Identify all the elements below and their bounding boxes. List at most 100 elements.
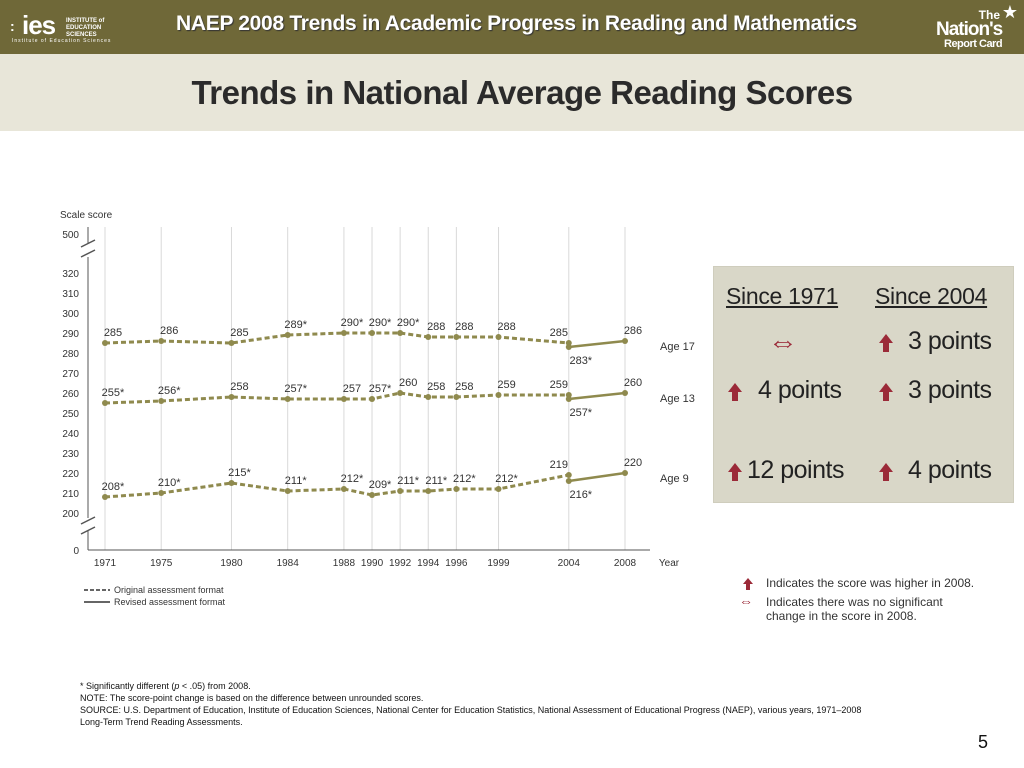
x-tick-label: 1990 — [361, 558, 384, 569]
significance-p: p — [174, 681, 180, 691]
age-13-data-label: 257 — [343, 383, 361, 395]
age-9-point — [622, 470, 628, 476]
age-9-data-label: 209* — [369, 479, 392, 491]
age-9-data-label: 211* — [285, 475, 308, 487]
age9-since-2004-value: 4 points — [908, 456, 992, 484]
x-tick-label: 1996 — [445, 558, 468, 569]
ies-logo-word: ies — [22, 10, 56, 40]
star-icon: ★ — [1001, 2, 1018, 22]
age-13-series-label: Age 13 — [660, 393, 695, 405]
age-13-data-label: 259 — [497, 379, 515, 391]
left-right-arrow-icon: ⇔ — [768, 326, 798, 359]
page-number: 5 — [978, 732, 989, 752]
x-tick-label: 2004 — [558, 558, 581, 569]
age-9-point — [284, 488, 291, 494]
ies-logo-line2: EDUCATION SCIENCES — [66, 25, 102, 38]
ies-logo-subtitle: INSTITUTE of EDUCATION SCIENCES — [66, 18, 118, 39]
age9-since-1971-value: 12 points — [747, 456, 844, 484]
key-left-right-arrow-icon: ⇔ — [739, 593, 753, 609]
age-17-point — [158, 338, 165, 344]
age-9-data-label: 211* — [397, 475, 420, 487]
legend-revised-label: Revised assessment format — [114, 597, 226, 607]
age-17-series-label: Age 17 — [660, 341, 695, 353]
key-higher-text: Indicates the score was higher in 2008. — [766, 576, 975, 590]
axis-break-mark — [80, 249, 96, 258]
y-tick-label: 250 — [62, 409, 79, 420]
nations-report-card-logo: ★ The Nation's Report Card — [930, 2, 1022, 52]
y-tick-label: 230 — [62, 449, 79, 460]
age-13-revised-line — [568, 391, 626, 401]
age-17-data-label: 288 — [497, 321, 515, 333]
age-17-point — [228, 340, 235, 346]
since-2004-header: Since 2004 — [875, 283, 988, 309]
age-13-data-label: 255* — [102, 387, 125, 399]
age-17-data-label: 288 — [455, 321, 473, 333]
age-13-point — [340, 396, 347, 402]
y-tick-label: 500 — [62, 230, 79, 241]
axis-break-mark — [80, 239, 96, 248]
key-no-change-line2: change in the score in 2008. — [766, 609, 917, 623]
age-13-point — [369, 396, 376, 402]
score-change-summary-box: Since 1971 Since 2004 ⇔ 3 points 4 point… — [713, 266, 1014, 503]
y-tick-label: 320 — [62, 269, 79, 280]
age-9-data-label: 212* — [341, 473, 364, 485]
ies-logo-line3: Institute of Education Sciences — [12, 38, 112, 44]
age-9-point — [228, 480, 235, 486]
age-13-point — [453, 394, 460, 400]
age-17-point — [622, 338, 628, 344]
age-9-data-label: 211* — [425, 475, 448, 487]
age17-since-2004-value: 3 points — [908, 327, 992, 355]
age-9-series-label: Age 9 — [660, 473, 689, 485]
x-axis-title: Year — [659, 558, 680, 569]
y-tick-label: 270 — [62, 369, 79, 380]
nrc-logo-line1: The — [978, 8, 1000, 22]
x-tick-label: 1980 — [220, 558, 243, 569]
age-17-data-label: 290* — [341, 317, 364, 329]
ies-dots-icon: : — [10, 18, 14, 34]
age-17-data-label: 285 — [104, 327, 122, 339]
y-tick-label: 240 — [62, 429, 79, 440]
x-tick-label: 1992 — [389, 558, 412, 569]
since-1971-header: Since 1971 — [726, 283, 839, 309]
age-17-revised-line — [568, 339, 626, 349]
y-tick-label: 290 — [62, 329, 79, 340]
age-9-point — [369, 492, 376, 498]
age-13-data-label: 259 — [550, 379, 568, 391]
age-9-point — [565, 472, 572, 478]
age-9-data-label: 212* — [453, 473, 476, 485]
key-no-change-text-2: change in the score in 2008. — [766, 610, 917, 623]
y-tick-label: 220 — [62, 469, 79, 480]
score-point-note: NOTE: The score-point change is based on… — [80, 693, 424, 703]
y-tick-label: 300 — [62, 309, 79, 320]
age-17-point — [565, 344, 572, 350]
age-9-revised-line — [568, 471, 626, 483]
age-17-data-label: 283* — [569, 355, 592, 367]
up-arrow-icon — [879, 383, 893, 401]
age-13-data-label: 257* — [569, 407, 592, 419]
x-tick-label: 1999 — [487, 558, 510, 569]
age-17-point — [397, 330, 404, 336]
age-17-data-label: 289* — [284, 319, 307, 331]
x-tick-label: 1975 — [150, 558, 173, 569]
source-note-line1: SOURCE: U.S. Department of Education, In… — [80, 705, 862, 715]
age-13-data-label: 260 — [399, 377, 417, 389]
age-9-point — [565, 478, 572, 484]
age-13-point — [495, 392, 502, 398]
reading-scores-line-chart: Scale score 500 200 210 220 230 240 250 260 270 28… — [60, 210, 695, 607]
significance-suffix: < .05) from 2008. — [179, 681, 251, 691]
nrc-logo-line3: Report Card — [944, 38, 1003, 50]
age-13-point — [284, 396, 291, 402]
age-17-point — [284, 332, 291, 338]
age-17-point — [453, 334, 460, 340]
significance-prefix: * Significantly different ( — [80, 681, 175, 691]
age-9-point — [425, 488, 432, 494]
source-note-line2: Long-Term Trend Reading Assessments. — [80, 717, 243, 727]
age-9-data-label: 215* — [228, 467, 251, 479]
age-17-data-label: 286 — [160, 325, 178, 337]
age-13-data-label: 257* — [284, 383, 307, 395]
key-no-change-line1: Indicates there was no significant — [766, 595, 943, 609]
age-9-point — [495, 486, 502, 492]
age-13-data-label: 258 — [455, 381, 473, 393]
up-arrow-icon — [728, 463, 742, 481]
x-tick-label: 1971 — [94, 558, 117, 569]
